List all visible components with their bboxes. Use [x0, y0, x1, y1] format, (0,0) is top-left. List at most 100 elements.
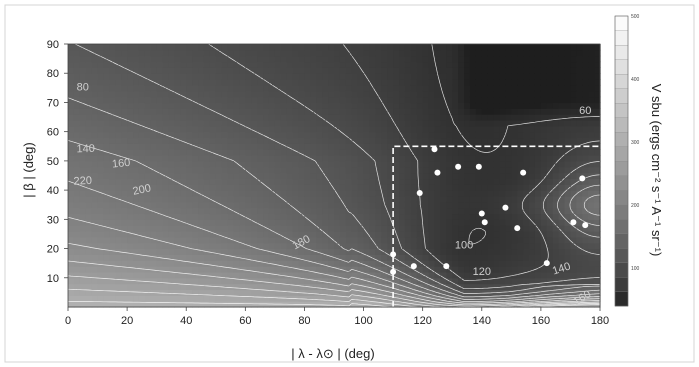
field-cell: [186, 289, 193, 296]
field-cell: [221, 137, 229, 144]
field-cell: [345, 84, 353, 92]
field-cell: [221, 67, 229, 74]
field-cell: [304, 295, 311, 302]
field-cell: [357, 119, 365, 127]
field-cell: [97, 84, 105, 92]
field-cell: [91, 119, 99, 127]
field-cell: [446, 49, 453, 57]
field-cell: [339, 155, 347, 162]
field-cell: [552, 248, 560, 255]
field-cell: [511, 236, 518, 244]
field-cell: [529, 155, 536, 162]
field-cell: [138, 108, 146, 115]
field-cell: [517, 125, 524, 133]
field-cell: [97, 160, 105, 168]
field-cell: [452, 277, 459, 285]
field-cell: [286, 149, 294, 156]
field-cell: [144, 131, 152, 139]
field-cell: [552, 102, 560, 109]
field-cell: [203, 73, 211, 80]
field-cell: [499, 260, 507, 267]
field-cell: [505, 301, 512, 308]
field-cell: [245, 213, 252, 220]
field-cell: [582, 195, 589, 203]
field-cell: [322, 137, 329, 144]
field-cell: [268, 90, 276, 98]
field-cell: [304, 277, 311, 285]
field-cell: [381, 44, 388, 51]
field-cell: [174, 172, 181, 180]
field-cell: [251, 73, 258, 80]
field-cell: [594, 61, 601, 68]
field-cell: [393, 236, 400, 244]
field-cell: [529, 225, 536, 232]
field-cell: [121, 55, 128, 63]
field-cell: [68, 44, 75, 51]
field-cell: [85, 108, 93, 115]
field-cell: [121, 61, 128, 68]
field-cell: [316, 131, 323, 139]
field-cell: [162, 213, 170, 220]
field-cell: [251, 248, 258, 255]
field-cell: [517, 44, 524, 51]
field-cell: [446, 155, 453, 162]
field-cell: [428, 137, 436, 144]
field-cell: [523, 61, 530, 68]
field-cell: [534, 155, 542, 162]
field-cell: [263, 231, 270, 238]
field-cell: [481, 178, 489, 185]
field-cell: [570, 178, 577, 185]
field-cell: [209, 260, 217, 267]
field-cell: [440, 225, 447, 232]
field-cell: [434, 231, 441, 238]
field-cell: [286, 201, 294, 209]
field-cell: [156, 231, 164, 238]
field-cell: [203, 149, 211, 156]
field-cell: [546, 301, 554, 308]
field-cell: [322, 160, 329, 168]
field-cell: [162, 166, 170, 174]
field-cell: [127, 61, 134, 68]
field-cell: [85, 44, 93, 51]
field-cell: [564, 231, 572, 238]
field-cell: [198, 178, 205, 185]
field-cell: [79, 73, 87, 80]
field-cell: [268, 248, 276, 255]
field-cell: [292, 90, 300, 98]
field-cell: [233, 79, 241, 86]
field-cell: [428, 172, 436, 180]
field-cell: [73, 184, 81, 191]
field-cell: [481, 166, 489, 174]
field-cell: [410, 84, 418, 92]
field-cell: [576, 301, 583, 308]
field-cell: [529, 195, 536, 203]
field-cell: [251, 213, 258, 220]
field-cell: [393, 49, 400, 57]
field-cell: [192, 155, 199, 162]
field-cell: [505, 108, 512, 115]
field-cell: [156, 201, 164, 209]
field-cell: [594, 219, 601, 226]
field-cell: [576, 207, 583, 215]
field-cell: [304, 242, 311, 250]
field-cell: [316, 44, 323, 51]
field-cell: [404, 172, 412, 180]
field-cell: [564, 225, 572, 232]
field-cell: [251, 90, 258, 98]
field-cell: [440, 277, 447, 285]
field-cell: [292, 131, 300, 139]
field-cell: [245, 84, 252, 92]
field-cell: [558, 266, 566, 273]
field-cell: [576, 155, 583, 162]
field-cell: [221, 61, 229, 68]
field-cell: [138, 166, 146, 174]
field-cell: [410, 90, 418, 98]
field-cell: [68, 114, 75, 121]
field-cell: [564, 283, 572, 291]
field-cell: [475, 213, 483, 220]
field-cell: [109, 114, 116, 121]
field-cell: [251, 55, 258, 63]
field-cell: [133, 190, 140, 197]
field-cell: [73, 102, 81, 109]
field-cell: [546, 271, 554, 279]
